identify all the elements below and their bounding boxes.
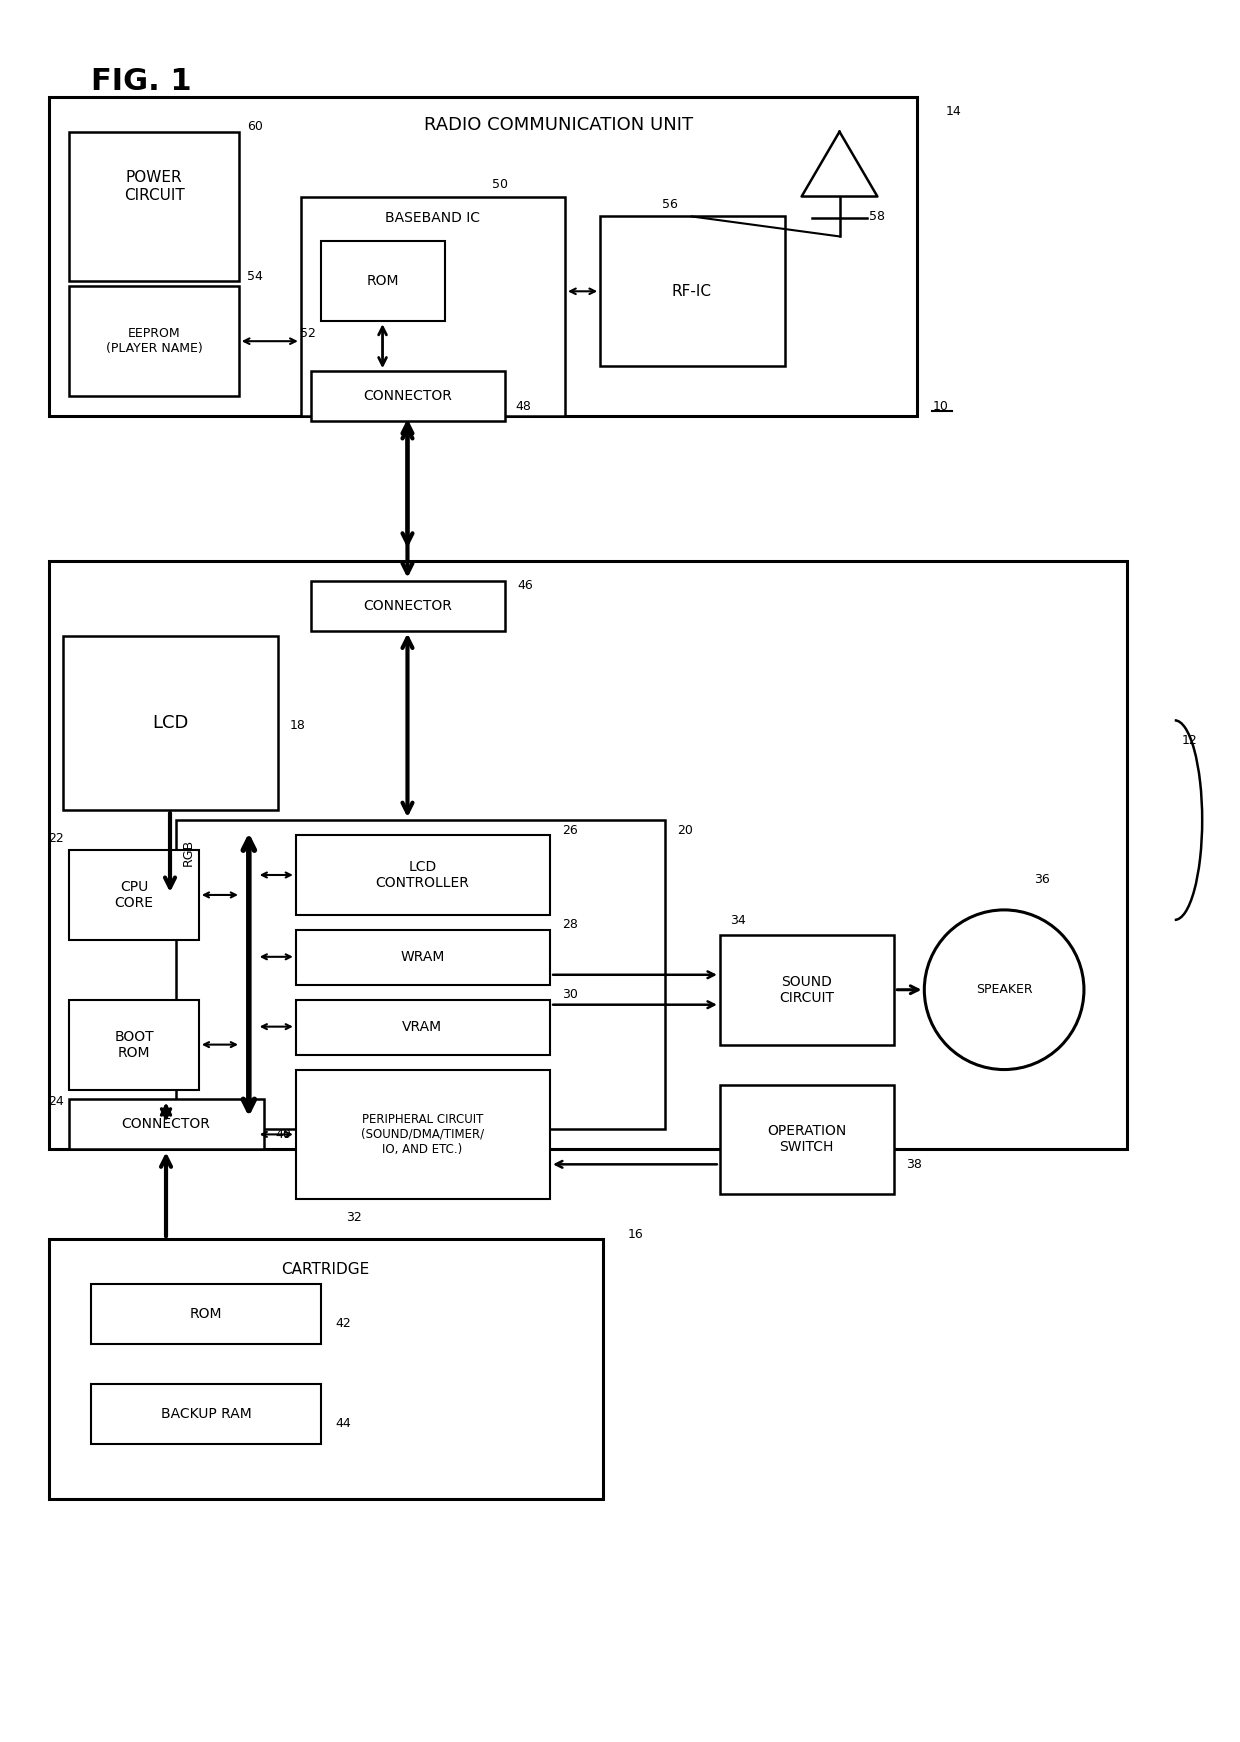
Text: 56: 56 (662, 199, 678, 211)
Text: PERIPHERAL CIRCUIT
(SOUND/DMA/TIMER/
IO, AND ETC.): PERIPHERAL CIRCUIT (SOUND/DMA/TIMER/ IO,… (361, 1113, 484, 1157)
Bar (69, 286, 239, 395)
Text: LCD: LCD (151, 714, 188, 732)
Bar (92, 1284, 321, 1343)
Text: WRAM: WRAM (401, 949, 445, 963)
Bar (301, 197, 565, 416)
Text: 44: 44 (336, 1418, 351, 1430)
Bar (69, 850, 198, 941)
Text: CONNECTOR: CONNECTOR (122, 1117, 211, 1132)
Text: 32: 32 (346, 1211, 361, 1223)
Text: 22: 22 (48, 831, 64, 845)
Bar (295, 1070, 551, 1198)
Text: BACKUP RAM: BACKUP RAM (160, 1408, 252, 1421)
Text: 14: 14 (945, 105, 961, 118)
Bar (50, 561, 1127, 1150)
Bar (69, 1099, 264, 1150)
Bar (50, 1239, 603, 1498)
Text: 24: 24 (48, 1096, 64, 1108)
Bar (311, 580, 505, 631)
Bar (295, 930, 551, 984)
Text: 18: 18 (290, 719, 305, 732)
Text: VRAM: VRAM (403, 1019, 443, 1033)
Text: OPERATION
SWITCH: OPERATION SWITCH (768, 1124, 846, 1155)
Text: 46: 46 (517, 578, 533, 592)
Text: CARTRIDGE: CARTRIDGE (281, 1261, 370, 1277)
Bar (295, 1000, 551, 1054)
Text: ROM: ROM (190, 1306, 222, 1320)
Text: 16: 16 (627, 1228, 644, 1240)
Bar (69, 1000, 198, 1089)
Text: POWER
CIRCUIT: POWER CIRCUIT (124, 171, 185, 202)
Bar (50, 98, 918, 416)
Text: SPEAKER: SPEAKER (976, 982, 1033, 996)
Text: 36: 36 (1034, 873, 1050, 887)
Text: 52: 52 (300, 327, 316, 340)
Bar (719, 935, 894, 1045)
Bar (321, 242, 445, 321)
Text: CONNECTOR: CONNECTOR (363, 599, 451, 613)
Text: 10: 10 (932, 399, 949, 413)
Bar (176, 820, 665, 1129)
Text: 20: 20 (677, 824, 693, 836)
Bar (92, 1383, 321, 1444)
Text: 42: 42 (336, 1317, 351, 1331)
Bar (69, 132, 239, 280)
Bar (719, 1085, 894, 1195)
Text: SOUND
CIRCUIT: SOUND CIRCUIT (779, 974, 835, 1005)
Text: 34: 34 (730, 915, 745, 927)
Text: FIG. 1: FIG. 1 (92, 66, 192, 96)
Text: RGB: RGB (181, 838, 195, 866)
Text: BOOT
ROM: BOOT ROM (114, 1030, 154, 1059)
Text: 12: 12 (1182, 733, 1198, 747)
Text: 58: 58 (869, 211, 885, 223)
Text: CPU
CORE: CPU CORE (114, 880, 154, 909)
Text: 50: 50 (492, 178, 508, 192)
Text: CONNECTOR: CONNECTOR (363, 388, 451, 402)
Text: BASEBAND IC: BASEBAND IC (384, 211, 480, 225)
Text: EEPROM
(PLAYER NAME): EEPROM (PLAYER NAME) (105, 327, 202, 355)
Text: 48: 48 (516, 399, 531, 413)
Text: RADIO COMMUNICATION UNIT: RADIO COMMUNICATION UNIT (424, 115, 693, 134)
Bar (600, 216, 785, 366)
Bar (63, 636, 278, 810)
Text: 60: 60 (247, 120, 263, 132)
Text: 54: 54 (247, 270, 263, 282)
Text: ROM: ROM (366, 273, 399, 289)
Bar (311, 371, 505, 422)
Text: 38: 38 (906, 1158, 923, 1171)
Bar (295, 834, 551, 915)
Text: 40: 40 (275, 1127, 291, 1141)
Text: 30: 30 (562, 988, 578, 1002)
Text: 28: 28 (562, 918, 578, 932)
Text: RF-IC: RF-IC (672, 284, 712, 300)
Text: LCD
CONTROLLER: LCD CONTROLLER (376, 861, 470, 890)
Text: 26: 26 (562, 824, 578, 836)
